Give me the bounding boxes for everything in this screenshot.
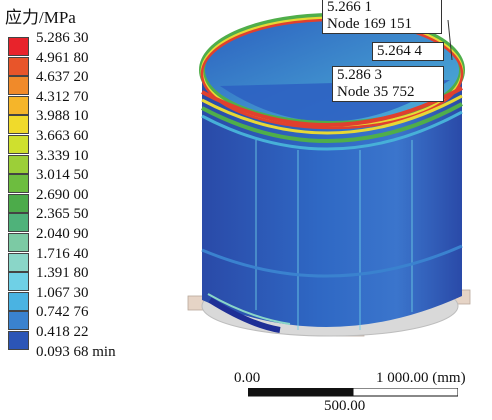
- callout-value: 5.266 1: [327, 0, 372, 15]
- legend-label: 2.040 90: [36, 226, 89, 242]
- legend-swatch: [8, 154, 29, 174]
- callout-node: Node 169 151: [327, 16, 412, 32]
- legend-label: 0.742 76: [36, 304, 89, 321]
- legend-label: 2.690 00: [36, 186, 89, 203]
- callout-5264: 5.264 4: [372, 42, 444, 61]
- legend-label: 3.339 10: [36, 147, 89, 164]
- lower-band: [201, 244, 463, 278]
- callout-value: 5.286 3: [337, 67, 382, 83]
- legend-swatch: [8, 37, 29, 56]
- legend-swatch: [8, 193, 29, 213]
- legend-label: 3.014 50: [36, 167, 89, 184]
- legend-swatch: [8, 291, 29, 311]
- legend-swatch: [8, 331, 29, 350]
- legend-swatch: [8, 95, 29, 115]
- legend-label: 5.286 30: [36, 30, 89, 46]
- legend-label: 1.391 80: [36, 265, 89, 282]
- legend-swatch: [8, 311, 29, 331]
- legend-label: 3.663 60: [36, 128, 89, 144]
- legend-label: 4.961 80: [36, 49, 89, 66]
- legend-swatch: [8, 56, 29, 76]
- scale-mid-label: 500.00: [324, 398, 366, 414]
- callout-value: 5.264 4: [377, 43, 422, 59]
- legend-label: 0.418 22: [36, 324, 89, 340]
- stress-legend: 应力/MPa 5.286 30 4.961 80 4.637 20 4.312 70 3…: [0, 0, 175, 372]
- legend-label: 2.365 50: [36, 206, 89, 223]
- legend-swatch: [8, 135, 29, 154]
- legend-swatch: [8, 233, 29, 252]
- callout-node-35752: 5.286 3 Node 35 752: [332, 66, 444, 102]
- rim-bands: [199, 13, 465, 151]
- legend-swatch: [8, 252, 29, 272]
- scale-bar: 0.00 1 000.00 (mm) 500.00: [220, 362, 492, 420]
- legend-label: 4.637 20: [36, 69, 89, 86]
- shell-seams: [255, 140, 413, 330]
- legend-swatch: [8, 174, 29, 194]
- scale-left-label: 0.00: [234, 370, 261, 386]
- legend-label: 0.093 68 min: [36, 343, 116, 360]
- scale-bar-graphic: [248, 388, 458, 397]
- legend-swatch: [8, 115, 29, 135]
- legend-swatch: [8, 76, 29, 96]
- legend-swatch: [8, 213, 29, 233]
- callout-node-169151: 5.266 1 Node 169 151: [322, 0, 442, 34]
- legend-label: 3.988 10: [36, 108, 89, 125]
- legend-title: 应力/MPa: [5, 8, 76, 27]
- legend-label: 1.067 30: [36, 284, 89, 301]
- scale-right-label: 1 000.00 (mm): [376, 370, 466, 386]
- callout-node: Node 35 752: [337, 84, 415, 100]
- legend-label: 4.312 70: [36, 88, 89, 105]
- legend-swatch: [8, 272, 29, 292]
- legend-label: 1.716 40: [36, 245, 89, 262]
